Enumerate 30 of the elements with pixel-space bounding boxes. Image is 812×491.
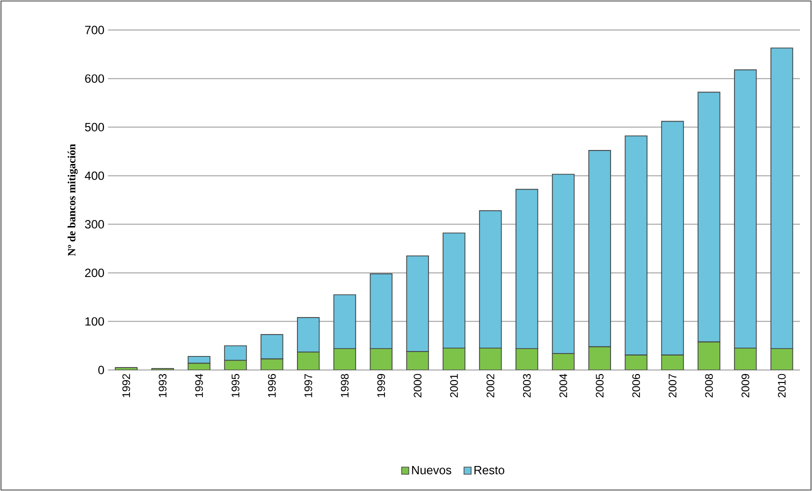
y-tick-label: 200	[85, 268, 104, 278]
x-tick-label: 2004	[559, 374, 568, 398]
x-tick-label: 2006	[632, 374, 640, 398]
y-axis-title: Nº de bancos mitigación	[68, 144, 78, 256]
y-tick-label: 600	[85, 74, 104, 83]
x-tick-label: 2007	[668, 374, 676, 398]
x-tick-label: 1996	[268, 374, 276, 398]
x-tick-label: 2001	[450, 374, 458, 398]
x-tick-label: 2008	[705, 374, 713, 398]
y-tick-label: 400	[84, 171, 104, 180]
x-tick-label: 1997	[304, 374, 312, 398]
x-tick-label: 2005	[596, 374, 604, 398]
legend-label: Resto	[474, 466, 504, 474]
x-tick-label: 1994	[195, 374, 203, 398]
y-tick-label: 100	[85, 317, 104, 326]
x-tick-label: 1999	[377, 374, 386, 398]
x-tick-label: 2009	[742, 374, 750, 398]
x-tick-label: 2003	[522, 374, 531, 398]
x-tick-label: 1998	[340, 374, 349, 398]
y-tick-label: 0	[98, 366, 104, 374]
x-tick-label: 2010	[778, 374, 786, 398]
y-tick-label: 500	[85, 122, 104, 132]
x-tick-label: 2000	[414, 374, 422, 398]
y-tick-label: 300	[84, 220, 104, 229]
x-tick-label: 1992	[122, 374, 130, 398]
x-tick-label: 2002	[486, 374, 494, 398]
x-tick-label: 1995	[232, 374, 240, 398]
y-tick-label: 700	[85, 26, 104, 34]
x-tick-label: 1993	[158, 374, 167, 398]
legend-label: Nuevos	[412, 466, 452, 474]
